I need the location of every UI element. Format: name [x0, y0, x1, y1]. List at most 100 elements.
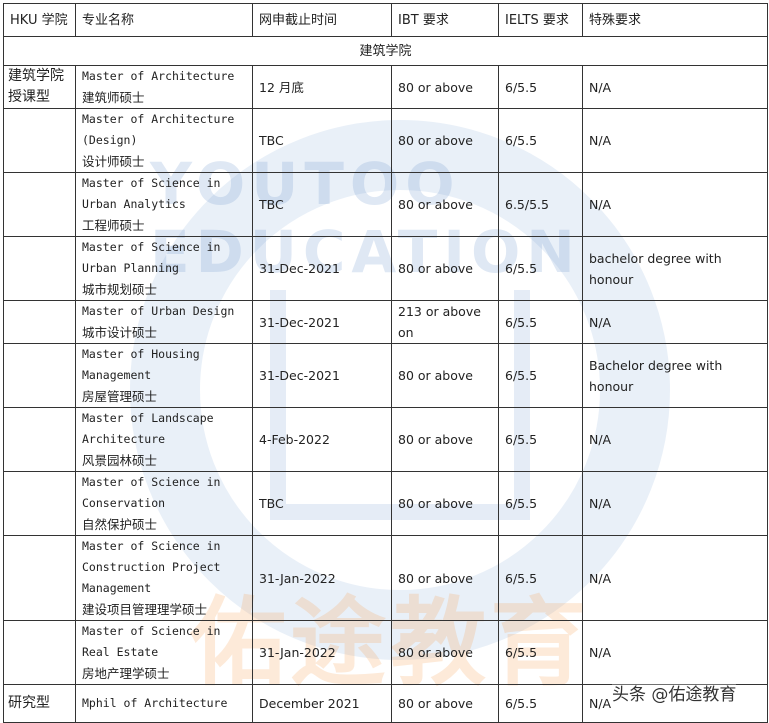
program-name-en: Master of Science in Urban Planning: [82, 240, 221, 275]
program-name-cn: 设计师硕士: [82, 154, 145, 169]
cell-ibt: 213 or above on: [391, 300, 499, 344]
table-row: Master of Housing Management 房屋管理硕士 31-Dec…: [3, 343, 768, 408]
cell-program: Master of Architecture 建筑师硕士: [75, 65, 253, 109]
header-special: 特殊要求: [582, 3, 768, 37]
cell-ibt: 80 or above: [391, 343, 499, 408]
section-row: 建筑学院: [3, 36, 768, 66]
footer-watermark: 头条 @佑途教育: [612, 680, 737, 705]
program-name-en: Mphil of Architecture: [82, 696, 228, 710]
table-row: Master of Science in Urban Planning 城市规划硕…: [3, 236, 768, 301]
table-row: Master of Architecture (Design) 设计师硕士 TBC 8…: [3, 108, 768, 173]
header-school: HKU 学院: [3, 3, 76, 37]
table-row: Master of Science in Urban Analytics 工程师硕…: [3, 172, 768, 237]
cell-deadline: TBC: [252, 172, 392, 237]
cell-school: [3, 620, 76, 685]
table-row: Master of Urban Design 城市设计硕士 31-Dec-2021 2…: [3, 300, 768, 344]
cell-ibt: 80 or above: [391, 535, 499, 621]
cell-deadline: 31-Jan-2022: [252, 535, 392, 621]
cell-ibt: 80 or above: [391, 172, 499, 237]
cell-ibt: 80 or above: [391, 236, 499, 301]
cell-ielts: 6.5/5.5: [498, 172, 583, 237]
header-ielts: IELTS 要求: [498, 3, 583, 37]
cell-special: N/A: [582, 172, 768, 237]
table-row: Master of Science in Construction Projec…: [3, 535, 768, 621]
program-name-en: Master of Science in Urban Analytics: [82, 176, 221, 211]
cell-program: Master of Landscape Architecture 风景园林硕士: [75, 407, 253, 472]
cell-school: [3, 343, 76, 408]
cell-school: [3, 535, 76, 621]
program-name-cn: 城市设计硕士: [82, 325, 158, 340]
cell-program: Master of Science in Construction Projec…: [75, 535, 253, 621]
cell-ielts: 6/5.5: [498, 343, 583, 408]
cell-program: Mphil of Architecture: [75, 684, 253, 723]
table-row: Master of Landscape Architecture 风景园林硕士 4-…: [3, 407, 768, 472]
cell-ielts: 6/5.5: [498, 407, 583, 472]
program-name-en: Master of Science in Construction Projec…: [82, 539, 221, 595]
cell-ibt: 80 or above: [391, 108, 499, 173]
cell-ibt: 80 or above: [391, 620, 499, 685]
cell-deadline: 4-Feb-2022: [252, 407, 392, 472]
cell-program: Master of Science in Real Estate 房地产理学硕士: [75, 620, 253, 685]
cell-ielts: 6/5.5: [498, 620, 583, 685]
cell-deadline: 31-Jan-2022: [252, 620, 392, 685]
cell-school: [3, 471, 76, 536]
cell-special: N/A: [582, 108, 768, 173]
cell-deadline: TBC: [252, 471, 392, 536]
cell-deadline: 12 月底: [252, 65, 392, 109]
cell-ielts: 6/5.5: [498, 300, 583, 344]
cell-school: [3, 300, 76, 344]
program-name-cn: 建筑师硕士: [82, 90, 145, 105]
cell-school: [3, 108, 76, 173]
cell-special: N/A: [582, 300, 768, 344]
cell-special: N/A: [582, 65, 768, 109]
cell-program: Master of Science in Urban Planning 城市规划硕…: [75, 236, 253, 301]
program-name-en: Master of Urban Design: [82, 304, 235, 318]
program-name-cn: 自然保护硕士: [82, 517, 158, 532]
header-program: 专业名称: [75, 3, 253, 37]
header-row: HKU 学院 专业名称 网申截止时间 IBT 要求 IELTS 要求 特殊要求: [3, 3, 768, 37]
section-title: 建筑学院: [3, 36, 768, 66]
cell-school: 建筑学院授课型: [3, 65, 76, 109]
cell-special: N/A: [582, 535, 768, 621]
cell-special: N/A: [582, 620, 768, 685]
cell-special: bachelor degree with honour: [582, 236, 768, 301]
program-name-cn: 风景园林硕士: [82, 453, 158, 468]
cell-program: Master of Science in Urban Analytics 工程师硕…: [75, 172, 253, 237]
program-name-cn: 房地产理学硕士: [82, 666, 170, 681]
program-name-cn: 建设项目管理理学硕士: [82, 602, 208, 617]
cell-deadline: 31-Dec-2021: [252, 300, 392, 344]
program-name-en: Master of Science in Conservation: [82, 475, 221, 510]
header-ibt: IBT 要求: [391, 3, 499, 37]
cell-ibt: 80 or above: [391, 407, 499, 472]
program-name-en: Master of Landscape Architecture: [82, 411, 214, 446]
cell-program: Master of Architecture (Design) 设计师硕士: [75, 108, 253, 173]
cell-program: Master of Science in Conservation 自然保护硕士: [75, 471, 253, 536]
cell-special: N/A: [582, 471, 768, 536]
cell-school: [3, 407, 76, 472]
cell-special: N/A: [582, 407, 768, 472]
program-name-en: Master of Science in Real Estate: [82, 624, 221, 659]
cell-ielts: 6/5.5: [498, 108, 583, 173]
program-name-cn: 房屋管理硕士: [82, 389, 158, 404]
cell-ielts: 6/5.5: [498, 535, 583, 621]
program-name-en: Master of Architecture: [82, 69, 235, 83]
table-row: Master of Science in Real Estate 房地产理学硕士 3…: [3, 620, 768, 685]
cell-school: [3, 236, 76, 301]
program-name-en: Master of Housing Management: [82, 347, 200, 382]
header-deadline: 网申截止时间: [252, 3, 392, 37]
cell-special: Bachelor degree with honour: [582, 343, 768, 408]
cell-ibt: 80 or above: [391, 65, 499, 109]
program-name-cn: 工程师硕士: [82, 218, 145, 233]
cell-ielts: 6/5.5: [498, 471, 583, 536]
table-row: Master of Science in Conservation 自然保护硕士 T…: [3, 471, 768, 536]
program-name-en: Master of Architecture (Design): [82, 112, 235, 147]
cell-ielts: 6/5.5: [498, 236, 583, 301]
cell-ibt: 80 or above: [391, 471, 499, 536]
cell-deadline: TBC: [252, 108, 392, 173]
cell-school: [3, 172, 76, 237]
cell-deadline: 31-Dec-2021: [252, 236, 392, 301]
cell-deadline: 31-Dec-2021: [252, 343, 392, 408]
cell-program: Master of Housing Management 房屋管理硕士: [75, 343, 253, 408]
cell-ielts: 6/5.5: [498, 65, 583, 109]
programs-table: HKU 学院 专业名称 网申截止时间 IBT 要求 IELTS 要求 特殊要求 …: [3, 3, 768, 723]
